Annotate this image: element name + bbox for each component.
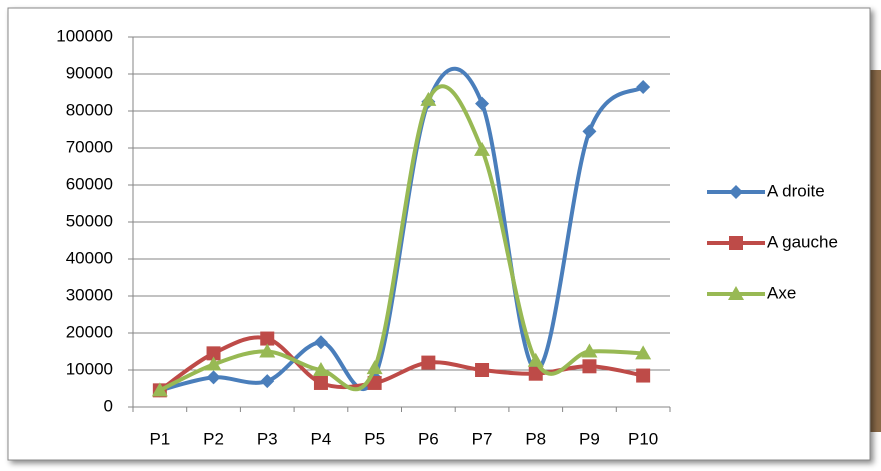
y-tick-label: 90000	[66, 63, 113, 82]
x-tick-label: P6	[418, 429, 439, 448]
x-tick-label: P8	[525, 429, 546, 448]
y-tick-label: 40000	[66, 248, 113, 267]
x-tick-label: P7	[472, 429, 493, 448]
y-tick-label: 0	[104, 396, 113, 415]
marker	[475, 363, 489, 377]
x-tick-label: P3	[257, 429, 278, 448]
legend-label: A droite	[767, 181, 825, 200]
y-tick-label: 10000	[66, 359, 113, 378]
x-tick-label: P10	[628, 429, 658, 448]
y-tick-label: 100000	[56, 26, 113, 45]
y-tick-label: 80000	[66, 100, 113, 119]
marker	[729, 236, 743, 250]
x-tick-label: P9	[579, 429, 600, 448]
x-tick-label: P2	[203, 429, 224, 448]
y-tick-label: 50000	[66, 211, 113, 230]
y-tick-label: 60000	[66, 174, 113, 193]
marker	[636, 369, 650, 383]
y-tick-label: 20000	[66, 322, 113, 341]
y-tick-label: 30000	[66, 285, 113, 304]
marker	[314, 376, 328, 390]
x-tick-label: P1	[149, 429, 170, 448]
legend-label: A gauche	[767, 232, 838, 251]
page: {"chart_data": {"type": "line", "categor…	[0, 0, 881, 471]
x-tick-label: P4	[311, 429, 332, 448]
marker	[582, 359, 596, 373]
marker	[421, 356, 435, 370]
legend-label: Axe	[767, 283, 796, 302]
chart-frame	[8, 8, 870, 460]
y-tick-label: 70000	[66, 137, 113, 156]
x-tick-label: P5	[364, 429, 385, 448]
chart: 0 10000 20000 30000 40000 50000 60000 70000 8000…	[0, 0, 881, 471]
marker	[260, 332, 274, 346]
